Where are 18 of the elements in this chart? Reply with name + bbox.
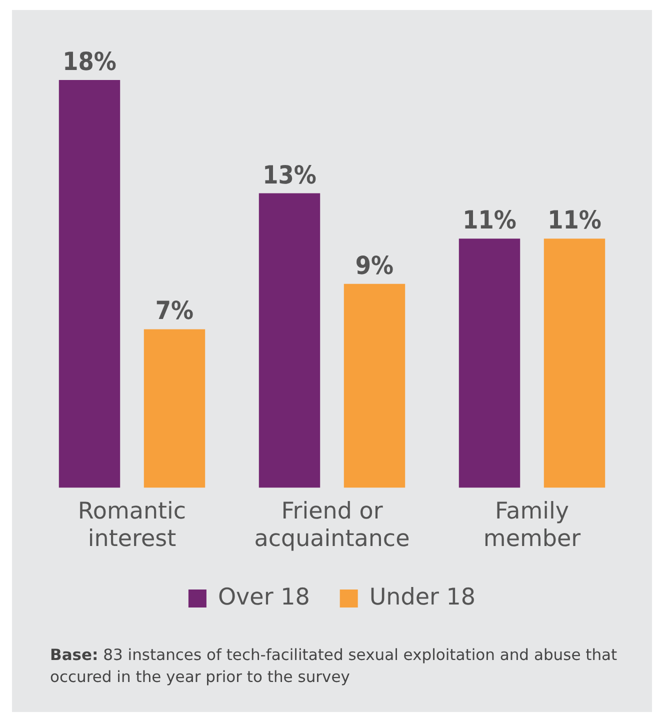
data-label: 7% [155,296,194,326]
data-label: 11% [548,206,602,235]
data-label: 11% [462,206,516,235]
data-label: 9% [355,250,394,280]
bar [544,238,606,488]
legend-label: Under 18 [369,584,476,610]
x-tick-label: Family member [483,498,582,552]
bar [58,80,120,488]
x-tick-label: Friend or acquaintance [254,498,410,552]
text: Base: 83 instances of tech-facilitated sexual exploitation and abuse that occured in the year prior to the survey [50,645,618,688]
data-label: 13% [262,160,316,190]
x-tick-label: Romantic interest [78,498,186,552]
bar [258,193,320,488]
bar [458,238,520,488]
bar [144,329,206,488]
bar [344,284,406,488]
legend-label: Over 18 [218,584,310,610]
data-label: 18% [62,47,116,76]
